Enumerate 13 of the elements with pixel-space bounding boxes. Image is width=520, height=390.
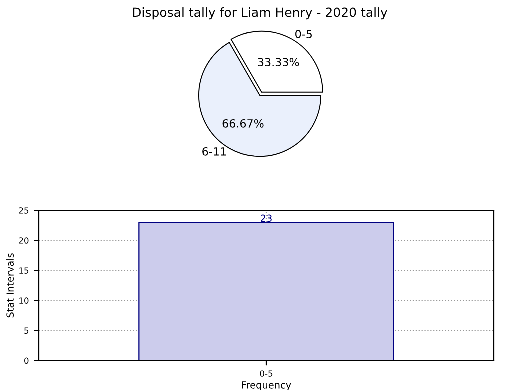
y-axis-title: Stat Intervals (6, 254, 14, 318)
y-tick-label: 10 (20, 298, 29, 304)
data-label: 66.67% (222, 119, 264, 128)
data-label: 33.33% (258, 58, 300, 67)
chart-title: Disposal tally for Liam Henry - 2020 tally (133, 8, 388, 20)
y-tick-label: 0 (24, 358, 29, 364)
y-tick-label: 20 (19, 238, 29, 244)
y-tick-label: 5 (24, 328, 29, 334)
data-label: 23 (261, 214, 272, 222)
y-tick-label: 15 (20, 268, 29, 274)
y-tick-label: 25 (19, 208, 29, 214)
slice-label: 0-5 (296, 30, 312, 39)
slice-label: 6-11 (202, 147, 226, 156)
